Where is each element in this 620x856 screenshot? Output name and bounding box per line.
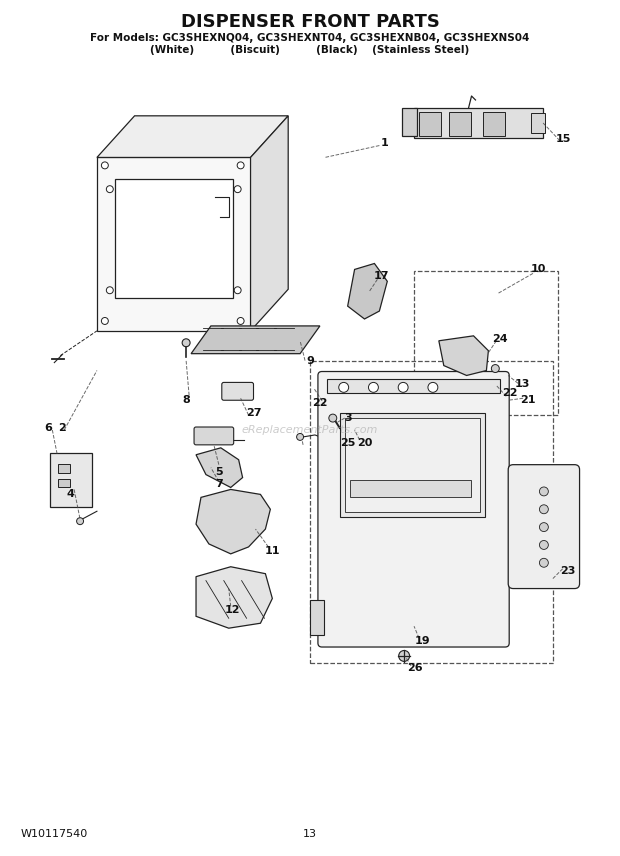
Bar <box>310 600 324 635</box>
Text: 11: 11 <box>265 546 280 556</box>
Circle shape <box>234 186 241 193</box>
Circle shape <box>398 383 408 392</box>
Circle shape <box>539 505 548 514</box>
Text: 17: 17 <box>374 271 389 282</box>
Circle shape <box>182 339 190 347</box>
Polygon shape <box>196 567 272 628</box>
Bar <box>414 271 558 415</box>
Polygon shape <box>250 116 288 331</box>
Polygon shape <box>97 116 288 158</box>
Text: 3: 3 <box>344 413 352 423</box>
Bar <box>115 179 232 298</box>
Polygon shape <box>196 448 242 487</box>
Bar <box>58 479 70 487</box>
Bar <box>414 108 543 138</box>
Text: W10117540: W10117540 <box>20 829 88 840</box>
Text: 22: 22 <box>502 389 518 398</box>
Circle shape <box>368 383 378 392</box>
Polygon shape <box>439 336 489 376</box>
Text: 21: 21 <box>520 395 536 405</box>
FancyBboxPatch shape <box>508 465 580 589</box>
Bar <box>402 108 417 135</box>
Text: 1: 1 <box>381 138 388 147</box>
Bar <box>345 418 480 512</box>
Text: 27: 27 <box>246 408 261 418</box>
Circle shape <box>539 558 548 568</box>
Text: 8: 8 <box>182 395 190 405</box>
Circle shape <box>102 162 108 169</box>
FancyBboxPatch shape <box>194 427 234 445</box>
Text: DISPENSER FRONT PARTS: DISPENSER FRONT PARTS <box>180 13 440 31</box>
Circle shape <box>102 318 108 324</box>
Circle shape <box>77 518 84 525</box>
Text: 5: 5 <box>215 467 223 477</box>
FancyBboxPatch shape <box>318 372 509 647</box>
Text: 4: 4 <box>66 490 74 499</box>
Bar <box>327 379 500 393</box>
Text: 7: 7 <box>215 479 223 490</box>
Circle shape <box>329 414 337 422</box>
Circle shape <box>237 318 244 324</box>
Circle shape <box>234 287 241 294</box>
Text: 13: 13 <box>515 379 529 389</box>
Bar <box>340 413 485 517</box>
Polygon shape <box>191 326 320 354</box>
Text: 10: 10 <box>530 265 546 275</box>
Text: eReplacementParts.com: eReplacementParts.com <box>242 425 378 435</box>
Text: 19: 19 <box>415 636 431 646</box>
Circle shape <box>296 433 304 440</box>
Circle shape <box>339 383 348 392</box>
Text: 23: 23 <box>560 566 575 576</box>
Circle shape <box>428 383 438 392</box>
Bar <box>350 479 471 497</box>
Circle shape <box>237 162 244 169</box>
Bar <box>310 360 553 663</box>
Bar <box>449 112 471 135</box>
Text: For Models: GC3SHEXNQ04, GC3SHEXNT04, GC3SHEXNB04, GC3SHEXNS04: For Models: GC3SHEXNQ04, GC3SHEXNT04, GC… <box>91 33 529 43</box>
Bar <box>58 464 70 473</box>
Text: 25: 25 <box>340 438 355 448</box>
Circle shape <box>539 487 548 496</box>
Bar <box>419 112 441 135</box>
Text: 15: 15 <box>556 134 572 144</box>
Polygon shape <box>348 264 388 319</box>
Text: (White)          (Biscuit)          (Black)    (Stainless Steel): (White) (Biscuit) (Black) (Stainless Ste… <box>151 45 469 56</box>
Text: 20: 20 <box>357 438 372 448</box>
Text: 13: 13 <box>303 829 317 840</box>
Text: 6: 6 <box>45 423 52 433</box>
FancyBboxPatch shape <box>222 383 254 401</box>
Circle shape <box>539 523 548 532</box>
Bar <box>484 112 505 135</box>
Text: 2: 2 <box>58 423 66 433</box>
Bar <box>531 113 545 133</box>
Bar <box>97 158 250 331</box>
Text: 22: 22 <box>312 398 327 408</box>
Circle shape <box>107 287 113 294</box>
Polygon shape <box>196 490 270 554</box>
Text: 12: 12 <box>225 605 241 615</box>
Text: 9: 9 <box>306 355 314 366</box>
Bar <box>50 453 92 508</box>
Circle shape <box>107 186 113 193</box>
Circle shape <box>492 365 499 372</box>
Circle shape <box>539 540 548 550</box>
Circle shape <box>399 651 410 662</box>
Text: 24: 24 <box>492 334 508 344</box>
Text: 26: 26 <box>407 663 423 673</box>
